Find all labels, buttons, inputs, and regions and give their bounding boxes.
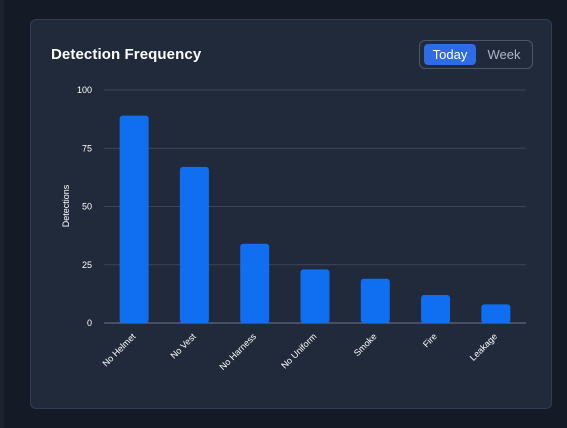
detection-frequency-card: Detection Frequency Today Week 0 25 50 75 10… (30, 19, 552, 409)
bar[interactable] (119, 115, 149, 323)
x-tick-label: Smoke (352, 331, 379, 358)
today-toggle-button[interactable]: Today (424, 44, 476, 65)
time-range-toggle: Today Week (419, 40, 533, 69)
y-tick-label: 25 (82, 260, 92, 270)
y-axis-title: Detections (61, 184, 71, 227)
x-tick-label: Fire (421, 331, 439, 349)
y-tick-label: 50 (82, 202, 92, 212)
y-tick-label: 75 (82, 143, 92, 153)
card-title: Detection Frequency (51, 46, 202, 63)
week-toggle-button[interactable]: Week (487, 47, 521, 62)
bar[interactable] (421, 295, 451, 323)
bar[interactable] (240, 243, 270, 323)
x-tick-label: No Vest (168, 331, 198, 361)
x-tick-label: No Uniform (279, 331, 318, 370)
x-tick-label: Leakage (468, 331, 499, 362)
bar[interactable] (300, 269, 330, 323)
x-tick-label: No Harness (217, 331, 258, 372)
bar[interactable] (360, 278, 390, 323)
sidebar-edge (0, 0, 4, 428)
bar[interactable] (481, 304, 511, 323)
x-tick-label: No Helmet (100, 331, 137, 368)
y-tick-label: 100 (77, 85, 92, 95)
y-tick-label: 0 (87, 318, 92, 328)
bar[interactable] (179, 166, 209, 323)
detection-bar-chart: 0 25 50 75 100 No Helmet No Vest No Harness No U… (61, 85, 526, 372)
